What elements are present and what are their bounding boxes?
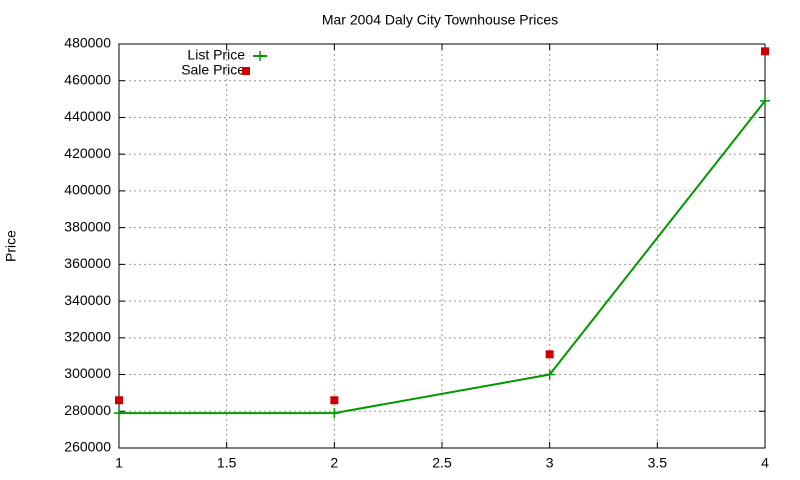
point	[545, 350, 554, 359]
point	[760, 95, 770, 106]
y-tick-label: 420000	[64, 145, 111, 161]
x-tick-label: 2	[330, 455, 338, 471]
x-tick-label: 2.5	[432, 455, 452, 471]
plot-border	[118, 43, 766, 449]
y-tick-label: 360000	[64, 255, 111, 271]
x-tick-label: 1.5	[217, 455, 237, 471]
x-tick-label: 3.5	[648, 455, 668, 471]
y-tick-label: 460000	[64, 71, 111, 87]
y-tick-label: 400000	[64, 182, 111, 198]
y-tick-label: 320000	[64, 329, 111, 345]
series-line	[119, 100, 766, 415]
y-tick-label: 440000	[64, 108, 111, 124]
y-tick-label: 380000	[64, 218, 111, 234]
point	[329, 408, 340, 419]
y-tick-label: 300000	[64, 365, 111, 381]
point	[255, 51, 265, 61]
y-axis-label: Price	[3, 230, 19, 262]
point	[761, 47, 769, 56]
point	[242, 67, 250, 75]
y-tick-label: 340000	[64, 292, 111, 308]
x-tick-label: 3	[546, 455, 554, 471]
y-tick-label: 280000	[64, 402, 111, 418]
legend-label: List Price	[187, 47, 245, 63]
point	[114, 408, 124, 419]
point	[544, 369, 555, 380]
point	[330, 396, 339, 405]
y-tick-label: 260000	[64, 439, 111, 455]
chart-title: Mar 2004 Daly City Townhouse Prices	[322, 12, 558, 28]
legend-label: Sale Price	[181, 62, 245, 78]
x-tick-label: 4	[761, 455, 769, 471]
point	[115, 396, 123, 405]
x-tick-label: 1	[115, 455, 123, 471]
y-tick-label: 480000	[64, 35, 111, 51]
